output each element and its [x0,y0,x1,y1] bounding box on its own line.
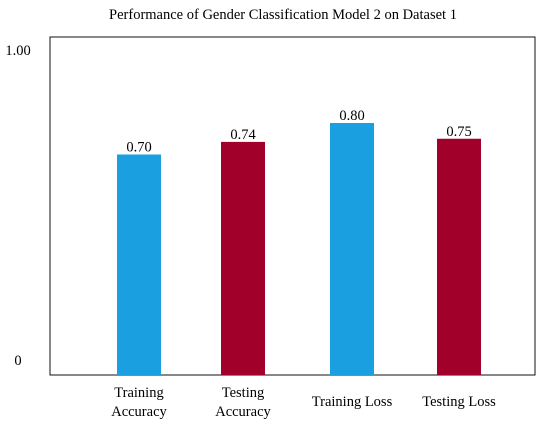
bar [330,123,374,375]
bar [437,138,481,375]
x-category-label: Training Loss [312,394,393,410]
y-axis-ticks: 01.00 [5,43,30,369]
bars-group [117,123,481,375]
x-category-label: Testing Loss [422,394,496,410]
chart-title: Performance of Gender Classification Mod… [109,7,457,23]
data-label: 0.75 [446,124,471,140]
x-category-label: Accuracy [215,404,271,420]
x-category-label: Testing [222,385,264,401]
plot-area-frame [49,36,536,376]
data-labels-group: 0.70 0.74 0.80 0.75 [126,108,471,156]
bar [221,141,265,375]
x-category-label: Accuracy [111,404,167,420]
y-tick-label: 1.00 [5,43,30,59]
data-label: 0.80 [339,108,364,124]
data-label: 0.74 [230,127,256,143]
x-category-label: Training [114,385,163,401]
x-axis-categories: Training Accuracy Testing Accuracy Training … [111,385,496,420]
y-tick-label: 0 [14,353,21,369]
bar [117,154,161,375]
data-label: 0.70 [126,140,151,156]
